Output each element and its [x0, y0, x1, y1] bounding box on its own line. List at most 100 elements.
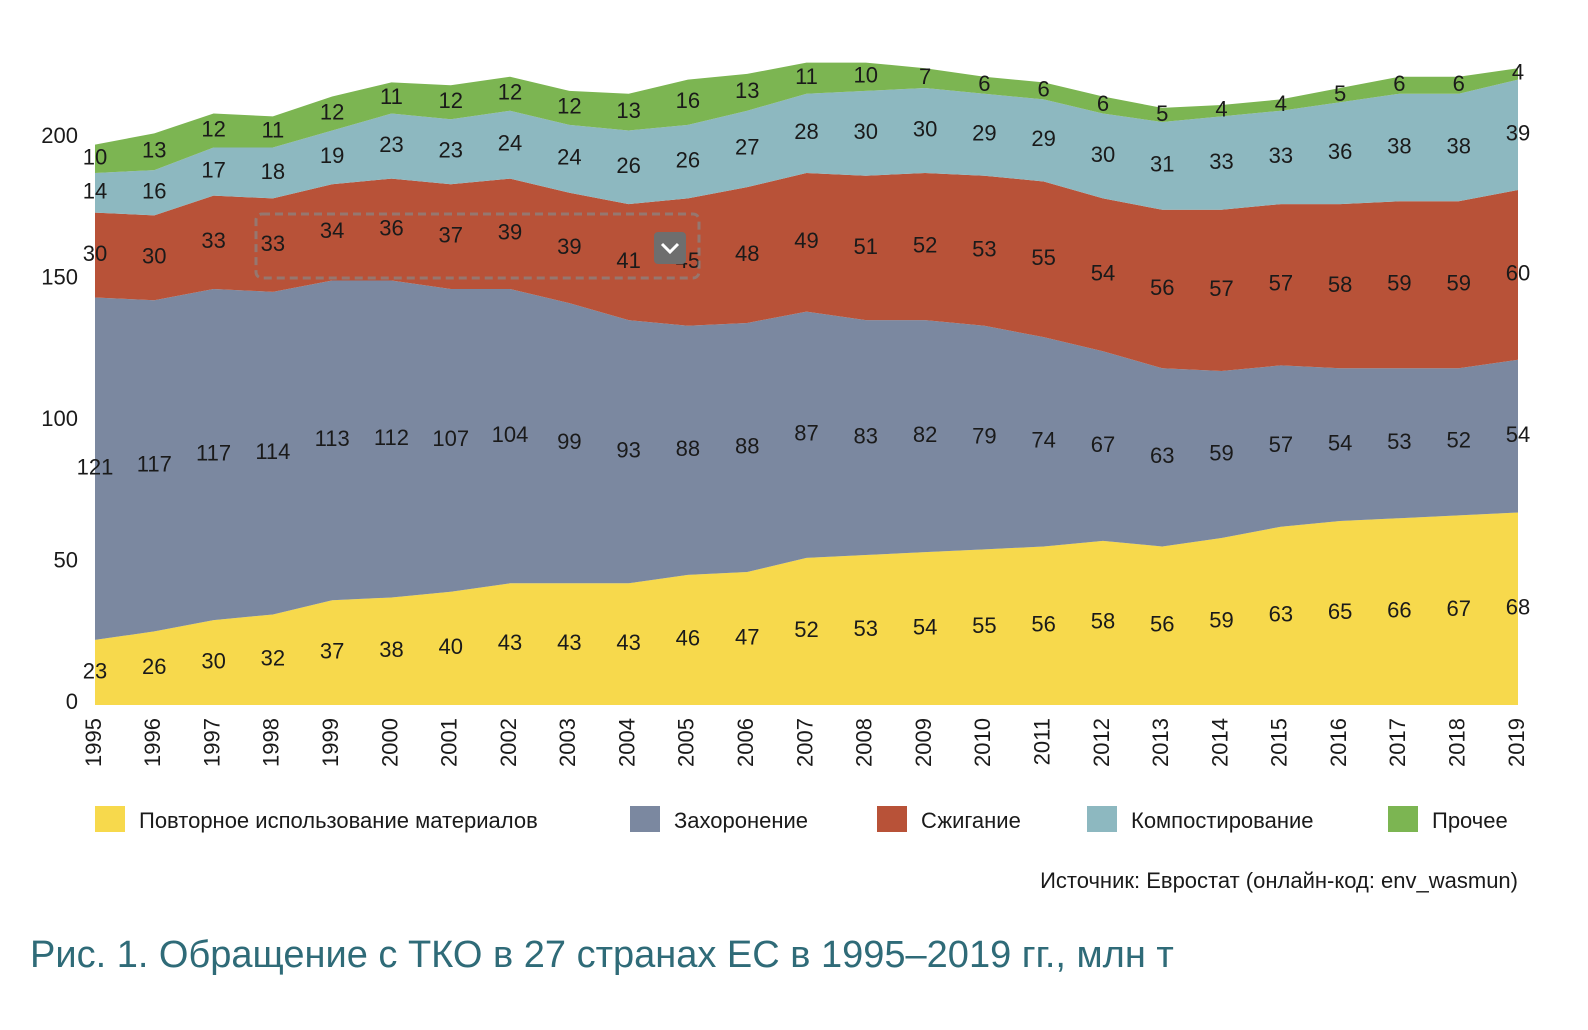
value-label: 40 [439, 634, 463, 659]
value-label: 53 [854, 616, 878, 641]
value-label: 54 [1328, 430, 1352, 455]
dropdown-icon [660, 242, 680, 255]
x-tick-label: 2009 [911, 718, 936, 767]
caption: Рис. 1. Обращение с ТКО в 27 странах ЕС … [30, 934, 1174, 976]
value-label: 36 [379, 215, 403, 240]
value-label: 58 [1091, 609, 1115, 634]
x-tick-label: 2012 [1089, 718, 1114, 767]
area [95, 62, 1518, 173]
value-label: 79 [972, 423, 996, 448]
value-label: 66 [1387, 597, 1411, 622]
value-label: 26 [142, 654, 166, 679]
value-label: 55 [1031, 245, 1055, 270]
legend-label: Сжигание [921, 808, 1021, 833]
value-label: 67 [1091, 432, 1115, 457]
value-label: 38 [379, 637, 403, 662]
value-label: 17 [201, 157, 225, 182]
legend-swatch [95, 806, 125, 832]
value-label: 57 [1269, 432, 1293, 457]
x-tick-label: 1996 [140, 718, 165, 767]
value-label: 43 [616, 630, 640, 655]
value-label: 57 [1209, 276, 1233, 301]
value-label: 6 [1038, 77, 1050, 102]
value-label: 114 [255, 439, 290, 464]
x-tick-label: 1997 [199, 718, 224, 767]
x-tick-label: 2010 [970, 718, 995, 767]
value-label: 54 [1091, 261, 1115, 286]
area [95, 512, 1518, 705]
value-label: 39 [498, 220, 522, 245]
x-tick-label: 2019 [1504, 718, 1529, 767]
value-label: 47 [735, 624, 759, 649]
dropdown-button [654, 232, 686, 264]
value-label: 30 [1091, 142, 1115, 167]
value-label: 107 [432, 426, 469, 451]
value-label: 113 [315, 426, 350, 451]
value-label: 11 [380, 84, 403, 109]
value-label: 60 [1506, 261, 1530, 286]
value-label: 11 [261, 118, 284, 143]
x-tick-label: 2002 [496, 718, 521, 767]
x-tick-label: 2017 [1385, 718, 1410, 767]
value-label: 5 [1334, 81, 1346, 106]
value-label: 82 [913, 422, 937, 447]
value-label: 13 [735, 78, 759, 103]
value-label: 12 [557, 94, 581, 119]
value-label: 39 [557, 234, 581, 259]
value-label: 26 [676, 147, 700, 172]
x-tick-label: 2015 [1267, 718, 1292, 767]
value-label: 104 [492, 422, 529, 447]
legend-swatch [1087, 806, 1117, 832]
value-label: 23 [83, 658, 107, 683]
value-label: 63 [1269, 602, 1293, 627]
value-label: 39 [1506, 121, 1530, 146]
value-label: 56 [1031, 612, 1055, 637]
y-tick-label: 200 [41, 123, 78, 148]
value-label: 26 [616, 153, 640, 178]
value-label: 59 [1446, 271, 1470, 296]
value-label: 46 [676, 626, 700, 651]
value-label: 117 [137, 452, 172, 477]
x-tick-label: 2001 [437, 718, 462, 767]
value-label: 33 [261, 231, 285, 256]
value-label: 4 [1512, 60, 1524, 85]
value-label: 32 [261, 646, 285, 671]
x-tick-label: 2006 [733, 718, 758, 767]
value-label: 52 [1446, 428, 1470, 453]
value-label: 30 [142, 244, 166, 269]
x-tick-label: 2000 [377, 718, 402, 767]
value-label: 38 [1446, 133, 1470, 158]
value-label: 29 [1031, 126, 1055, 151]
value-label: 65 [1328, 599, 1352, 624]
value-label: 56 [1150, 275, 1174, 300]
value-label: 48 [735, 241, 759, 266]
legend-label: Повторное использование материалов [139, 808, 538, 833]
area [95, 172, 1518, 372]
value-label: 53 [972, 237, 996, 262]
value-label: 16 [676, 88, 700, 113]
value-label: 13 [616, 98, 640, 123]
x-tick-label: 1999 [318, 718, 343, 767]
x-tick-label: 2005 [674, 718, 699, 767]
legend-label: Прочее [1432, 808, 1508, 833]
value-label: 6 [1393, 71, 1405, 96]
value-label: 16 [142, 179, 166, 204]
y-tick-label: 50 [54, 547, 78, 572]
legend-swatch [630, 806, 660, 832]
value-label: 5 [1156, 101, 1168, 126]
value-label: 51 [854, 234, 878, 259]
value-label: 29 [972, 121, 996, 146]
value-label: 10 [83, 145, 107, 170]
area [95, 280, 1518, 640]
value-label: 30 [913, 116, 937, 141]
x-tick-label: 2011 [1029, 718, 1054, 765]
value-label: 54 [913, 614, 937, 639]
value-label: 28 [794, 119, 818, 144]
value-label: 43 [498, 630, 522, 655]
value-label: 24 [498, 130, 522, 155]
value-label: 43 [557, 630, 581, 655]
value-label: 10 [854, 63, 878, 88]
value-label: 37 [320, 638, 344, 663]
value-label: 13 [142, 138, 166, 163]
